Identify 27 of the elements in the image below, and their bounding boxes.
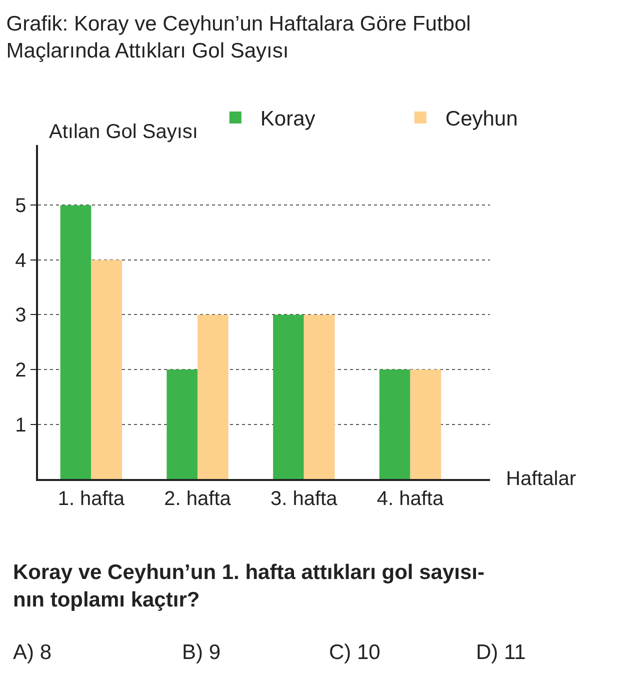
text: Koray ve Ceyhun’un 1. hafta attıkları gol sayısı- nın toplamı kaçtır? [13, 561, 484, 612]
x-tick-label: 3. hafta [270, 488, 338, 510]
text: C) 10 [329, 641, 380, 664]
bar [91, 260, 122, 479]
y-tick-label: 2 [15, 359, 26, 382]
x-axis-title: Haftalar [506, 468, 576, 490]
bar [304, 314, 335, 479]
text: A) 8 [13, 641, 52, 664]
x-tick-label: 1. hafta [58, 488, 126, 510]
bar [60, 205, 92, 479]
text: B) 9 [182, 641, 221, 664]
y-tick-label: 5 [15, 195, 26, 218]
x-tick-label: 4. hafta [376, 488, 444, 510]
chart-title: Grafik: Koray ve Ceyhun’un Haftalara Göre Futbol Maçlarında Attıkları Gol Sayısı [6, 12, 471, 63]
legend-label: Koray [260, 108, 316, 131]
legend-label: Ceyhun [445, 108, 518, 131]
y-tick-label: 1 [15, 414, 26, 436]
bar [198, 314, 228, 479]
y-tick-label: 3 [15, 304, 26, 327]
text: D) 11 [476, 641, 526, 664]
bar [166, 369, 198, 479]
bar [410, 369, 442, 479]
x-tick-label: 2. hafta [164, 488, 232, 510]
y-axis-title: Atılan Gol Sayısı [49, 121, 198, 143]
y-tick-label: 4 [15, 250, 26, 272]
bar [379, 369, 410, 479]
bar [273, 314, 304, 479]
